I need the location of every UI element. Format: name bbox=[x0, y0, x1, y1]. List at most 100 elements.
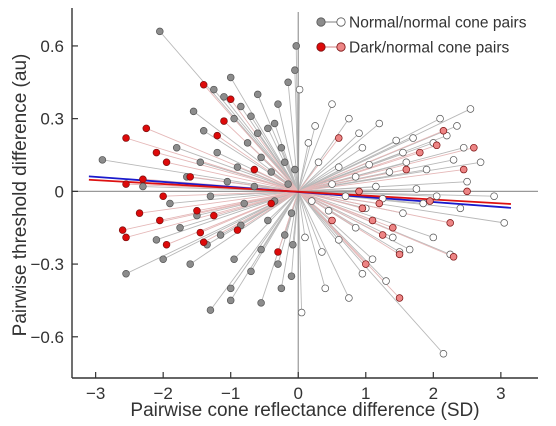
normal-pair-point bbox=[176, 223, 184, 232]
x-tick-label: 3 bbox=[496, 384, 505, 403]
dark-pair-point bbox=[446, 219, 454, 227]
pair-line-series-1 bbox=[277, 191, 299, 253]
dark-pair-point bbox=[267, 199, 275, 208]
normal-pair-point bbox=[295, 85, 304, 94]
legend-marker-negative-0 bbox=[316, 17, 326, 27]
legend: Normal/normal cone pairs Dark/normal cone… bbox=[316, 15, 527, 57]
normal-pair-point bbox=[220, 93, 228, 101]
normal-pair-point bbox=[233, 163, 242, 171]
normal-pair-point bbox=[355, 129, 363, 137]
data-points bbox=[98, 27, 508, 358]
pair-line-series-1 bbox=[125, 137, 299, 192]
pair-line-series-1 bbox=[230, 98, 299, 192]
normal-pair-point bbox=[257, 245, 265, 254]
normal-pair-point bbox=[422, 165, 431, 174]
normal-pair-point bbox=[277, 143, 286, 152]
normal-pair-point bbox=[274, 260, 282, 268]
dark-pair-point bbox=[362, 260, 370, 268]
dark-pair-point bbox=[459, 165, 468, 174]
normal-pair-point bbox=[321, 284, 330, 293]
pair-line-series-0 bbox=[297, 123, 380, 192]
normal-pair-point bbox=[436, 114, 444, 123]
dark-pair-point bbox=[274, 248, 282, 256]
normal-pair-point bbox=[206, 192, 215, 200]
normal-pair-point bbox=[308, 197, 316, 205]
pair-line-series-1 bbox=[139, 190, 299, 214]
dark-pair-point bbox=[402, 165, 411, 174]
dark-pair-point bbox=[416, 148, 424, 157]
normal-pair-point bbox=[490, 192, 498, 200]
normal-pair-point bbox=[318, 248, 326, 256]
dark-pair-point bbox=[368, 216, 377, 225]
dark-pair-point bbox=[395, 250, 404, 259]
dark-pair-point bbox=[186, 173, 194, 181]
dark-pair-point bbox=[250, 165, 259, 174]
normal-pair-point bbox=[247, 112, 255, 120]
dark-pair-point bbox=[152, 148, 161, 157]
pair-line-series-1 bbox=[156, 152, 299, 192]
normal-pair-point bbox=[439, 350, 448, 358]
normal-pair-point bbox=[230, 255, 238, 263]
normal-pair-point bbox=[264, 216, 272, 225]
dark-pair-point bbox=[142, 124, 151, 133]
normal-pair-point bbox=[267, 168, 275, 176]
pair-line-series-0 bbox=[210, 191, 299, 311]
dark-pair-point bbox=[122, 180, 130, 188]
normal-pair-point bbox=[372, 182, 380, 191]
pair-line-series-1 bbox=[146, 127, 299, 192]
dark-pair-point bbox=[355, 187, 363, 196]
normal-pair-point bbox=[324, 207, 333, 215]
regression-line-1 bbox=[88, 178, 512, 205]
y-tick-label: 0 bbox=[55, 182, 64, 201]
normal-pair-point bbox=[453, 122, 461, 130]
x-tick-label: −2 bbox=[153, 384, 172, 403]
dark-pair-point bbox=[162, 240, 171, 249]
legend-marker-positive-1 bbox=[336, 42, 346, 52]
pair-line-series-0 bbox=[298, 190, 495, 197]
pair-line-series-1 bbox=[203, 84, 299, 192]
normal-pair-point bbox=[226, 284, 235, 293]
dark-pair-point bbox=[233, 226, 242, 234]
normal-pair-point bbox=[358, 143, 367, 152]
pair-line-series-0 bbox=[277, 104, 299, 192]
dark-pair-point bbox=[199, 238, 208, 247]
normal-pair-point bbox=[237, 102, 245, 111]
x-axis-title: Pairwise cone reflectance difference (SD… bbox=[130, 400, 479, 421]
normal-pair-point bbox=[382, 277, 390, 285]
normal-pair-point bbox=[213, 148, 221, 157]
dark-pair-point bbox=[226, 95, 235, 104]
pair-line-series-1 bbox=[216, 135, 299, 192]
pair-line-series-0 bbox=[298, 108, 471, 192]
dark-pair-point bbox=[122, 233, 130, 242]
pair-line-series-0 bbox=[203, 130, 299, 192]
normal-pair-point bbox=[289, 240, 297, 249]
y-tick-label: 0.3 bbox=[40, 110, 64, 129]
normal-pair-point bbox=[291, 66, 299, 74]
normal-pair-point bbox=[189, 107, 198, 116]
pair-line-series-0 bbox=[193, 111, 299, 192]
normal-pair-point bbox=[98, 156, 107, 164]
normal-pair-point bbox=[122, 270, 130, 278]
normal-pair-point bbox=[257, 299, 265, 307]
pair-line-series-0 bbox=[297, 191, 323, 253]
pair-line-series-0 bbox=[298, 166, 339, 192]
normal-pair-point bbox=[240, 199, 248, 208]
normal-pair-point bbox=[199, 127, 208, 135]
pair-line-series-1 bbox=[298, 190, 393, 229]
normal-pair-point bbox=[274, 100, 282, 108]
pair-line-series-0 bbox=[230, 191, 299, 301]
dark-pair-point bbox=[463, 187, 471, 196]
normal-pair-point bbox=[409, 134, 417, 142]
normal-pair-point bbox=[264, 124, 272, 133]
normal-pair-point bbox=[399, 209, 407, 217]
dark-pair-point bbox=[375, 199, 384, 208]
dark-pair-point bbox=[378, 231, 387, 239]
normal-pair-point bbox=[328, 180, 336, 188]
pair-line-series-0 bbox=[298, 190, 434, 238]
pair-line-series-0 bbox=[297, 125, 316, 192]
normal-pair-point bbox=[206, 306, 215, 314]
dark-pair-point bbox=[162, 158, 171, 167]
normal-pair-point bbox=[385, 168, 394, 176]
dark-pair-point bbox=[470, 143, 478, 152]
dark-pair-point bbox=[432, 141, 441, 150]
